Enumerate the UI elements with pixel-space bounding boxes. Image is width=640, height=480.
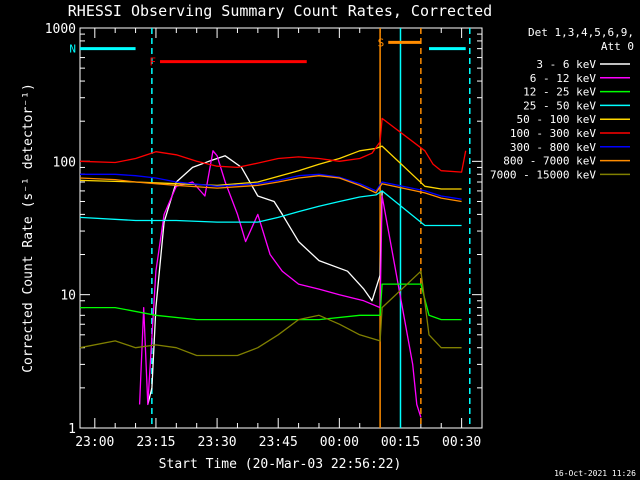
series-line bbox=[147, 155, 383, 405]
x-axis-label: Start Time (20-Mar-03 22:56:22) bbox=[159, 457, 402, 472]
timestamp: 16-Oct-2021 11:26 bbox=[554, 469, 636, 478]
series-line bbox=[79, 145, 462, 190]
flag-label: S bbox=[378, 36, 385, 49]
y-tick-label: 10 bbox=[60, 289, 76, 304]
legend-entry-label: 3 - 6 keV bbox=[536, 58, 596, 71]
y-tick-label: 1 bbox=[68, 422, 76, 437]
series-line bbox=[79, 270, 462, 357]
legend-entry-label: 7000 - 15000 keV bbox=[490, 168, 596, 181]
series-line bbox=[79, 117, 467, 173]
plot-area: 1 10 100 1000 23:00 23:15 23:30 23:45 00:00 00:15… bbox=[45, 22, 483, 450]
x-tick-label: 23:30 bbox=[198, 435, 237, 450]
legend-entry-label: 50 - 100 keV bbox=[517, 113, 597, 126]
series-line bbox=[80, 283, 462, 321]
x-tick-label: 23:45 bbox=[259, 435, 298, 450]
flag-label: F bbox=[149, 56, 156, 69]
legend-header-line-2: Att 0 bbox=[601, 40, 634, 53]
y-axis-label: Corrected Count Rate (s⁻¹ detector⁻¹) bbox=[21, 83, 36, 373]
legend-header-line-1: Det 1,3,4,5,6,9, bbox=[528, 26, 634, 39]
legend-entry-label: 300 - 800 keV bbox=[510, 141, 596, 154]
y-tick-label: 1000 bbox=[45, 22, 76, 37]
x-tick-label: 00:30 bbox=[442, 435, 481, 450]
x-tick-label: 00:15 bbox=[381, 435, 420, 450]
legend-entry-label: 12 - 25 keV bbox=[523, 86, 596, 99]
plot-frame bbox=[79, 27, 483, 429]
x-tick-label: 00:00 bbox=[320, 435, 359, 450]
legend-entry-label: 100 - 300 keV bbox=[510, 127, 596, 140]
y-tick-label: 100 bbox=[53, 155, 76, 170]
legend-entry-label: 800 - 7000 keV bbox=[503, 155, 596, 168]
series-line bbox=[80, 173, 462, 200]
series-line bbox=[79, 175, 462, 203]
legend-entry-label: 25 - 50 keV bbox=[523, 99, 596, 112]
legend-entry-label: 6 - 12 keV bbox=[530, 72, 597, 85]
x-tick-label: 23:15 bbox=[136, 435, 175, 450]
chart-title: RHESSI Observing Summary Count Rates, Co… bbox=[68, 2, 492, 20]
series-line bbox=[79, 190, 462, 227]
x-tick-label: 23:00 bbox=[75, 435, 114, 450]
flag-label: N bbox=[69, 43, 76, 56]
